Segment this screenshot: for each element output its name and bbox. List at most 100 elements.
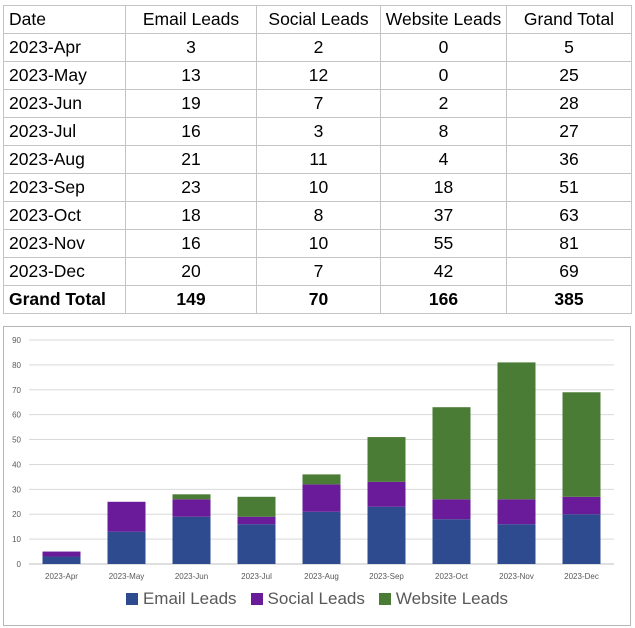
cell-grand-total: 385 (506, 285, 632, 314)
bar-segment-email-leads (497, 524, 536, 564)
y-tick-label: 0 (17, 560, 22, 569)
cell-social-leads: 8 (256, 201, 381, 230)
bar-segment-email-leads (562, 514, 601, 564)
bar-segment-email-leads (367, 506, 406, 564)
header-email-leads: Email Leads (125, 5, 257, 34)
legend-swatch-icon (378, 593, 391, 605)
cell-social-leads: 7 (256, 257, 381, 286)
legend-item: Website Leads (378, 589, 509, 609)
bar-segment-website-leads (562, 392, 601, 497)
bar-segment-website-leads (367, 437, 406, 482)
x-tick-label: 2023-Sep (369, 572, 404, 581)
cell-website-leads: 37 (380, 201, 507, 230)
bar-segment-website-leads (302, 474, 341, 485)
bar-segment-website-leads (497, 362, 536, 500)
header-social-leads: Social Leads (256, 5, 381, 34)
table-row: 2023-Oct 18 8 37 63 (3, 201, 632, 230)
y-tick-label: 60 (12, 411, 21, 420)
cell-grand-total: 36 (506, 145, 632, 174)
cell-grand-total: 28 (506, 89, 632, 118)
cell-social-leads: 3 (256, 117, 381, 146)
cell-social-leads: 10 (256, 173, 381, 202)
cell-email-leads: 16 (125, 117, 257, 146)
x-tick-label: 2023-Nov (499, 572, 534, 581)
table-header-row: Date Email Leads Social Leads Website Le… (3, 5, 632, 34)
x-tick-label: 2023-Jun (175, 572, 208, 581)
cell-grand-total: 81 (506, 229, 632, 258)
bar-segment-website-leads (432, 407, 471, 500)
cell-social-leads: 2 (256, 33, 381, 62)
y-tick-label: 70 (12, 386, 21, 395)
grand-total-row: Grand Total 149 70 166 385 (3, 285, 632, 314)
cell-social-leads: 10 (256, 229, 381, 258)
x-tick-label: 2023-Dec (564, 572, 599, 581)
bar-segment-social-leads (367, 481, 406, 507)
header-website-leads: Website Leads (380, 5, 507, 34)
bar-segment-social-leads (107, 501, 146, 532)
bar-segment-social-leads (497, 499, 536, 525)
cell-date: 2023-Sep (3, 173, 126, 202)
bar-segment-social-leads (302, 484, 341, 512)
legend-label: Website Leads (395, 589, 509, 608)
y-tick-label: 30 (12, 485, 21, 494)
bar-segment-social-leads (237, 516, 276, 525)
legend-item: Email Leads (125, 589, 237, 609)
table-row: 2023-Sep 23 10 18 51 (3, 173, 632, 202)
cell-email-leads: 149 (125, 285, 257, 314)
y-tick-label: 90 (12, 336, 21, 345)
bar-segment-email-leads (237, 524, 276, 564)
cell-website-leads: 166 (380, 285, 507, 314)
legend-label: Email Leads (142, 589, 237, 608)
y-tick-label: 40 (12, 460, 21, 469)
cell-website-leads: 0 (380, 33, 507, 62)
cell-social-leads: 7 (256, 89, 381, 118)
bar-segment-email-leads (172, 516, 211, 564)
cell-email-leads: 20 (125, 257, 257, 286)
bar-segment-website-leads (172, 494, 211, 500)
cell-email-leads: 23 (125, 173, 257, 202)
cell-grand-total: 69 (506, 257, 632, 286)
bar-segment-email-leads (42, 556, 81, 564)
table-row: 2023-Apr 3 2 0 5 (3, 33, 632, 62)
bar-segment-website-leads (237, 496, 276, 517)
bar-segment-social-leads (42, 551, 81, 557)
table-row: 2023-Jun 19 7 2 28 (3, 89, 632, 118)
cell-date: 2023-Aug (3, 145, 126, 174)
bar-segment-email-leads (107, 531, 146, 564)
header-date: Date (3, 5, 126, 34)
cell-website-leads: 8 (380, 117, 507, 146)
cell-website-leads: 55 (380, 229, 507, 258)
cell-email-leads: 13 (125, 61, 257, 90)
cell-social-leads: 12 (256, 61, 381, 90)
cell-email-leads: 3 (125, 33, 257, 62)
bar-segment-email-leads (302, 511, 341, 564)
chart-legend: Email Leads Social Leads Website Leads (4, 589, 630, 609)
cell-grand-total: 51 (506, 173, 632, 202)
cell-date: 2023-Apr (3, 33, 126, 62)
chart-plot: 0 10 20 30 40 50 60 70 80 90 2023-Apr 2023-May 2023-… (12, 336, 614, 581)
leads-table: Date Email Leads Social Leads Website Le… (3, 5, 632, 314)
cell-date: 2023-Jul (3, 117, 126, 146)
cell-website-leads: 2 (380, 89, 507, 118)
y-tick-label: 80 (12, 361, 21, 370)
table-row: 2023-Aug 21 11 4 36 (3, 145, 632, 174)
cell-date: 2023-May (3, 61, 126, 90)
cell-website-leads: 42 (380, 257, 507, 286)
bar-segment-social-leads (172, 499, 211, 517)
bar-segment-social-leads (432, 499, 471, 520)
cell-website-leads: 4 (380, 145, 507, 174)
table-row: 2023-Dec 20 7 42 69 (3, 257, 632, 286)
legend-swatch-icon (125, 593, 138, 605)
cell-date: 2023-Oct (3, 201, 126, 230)
y-tick-label: 20 (12, 510, 21, 519)
table-row: 2023-Nov 16 10 55 81 (3, 229, 632, 258)
cell-grand-total: 27 (506, 117, 632, 146)
cell-date: 2023-Nov (3, 229, 126, 258)
cell-email-leads: 19 (125, 89, 257, 118)
y-tick-label: 50 (12, 436, 21, 445)
cell-date: 2023-Jun (3, 89, 126, 118)
cell-grand-total: 5 (506, 33, 632, 62)
legend-swatch-icon (250, 593, 263, 605)
legend-label: Social Leads (267, 589, 365, 608)
bar-segment-email-leads (432, 519, 471, 564)
